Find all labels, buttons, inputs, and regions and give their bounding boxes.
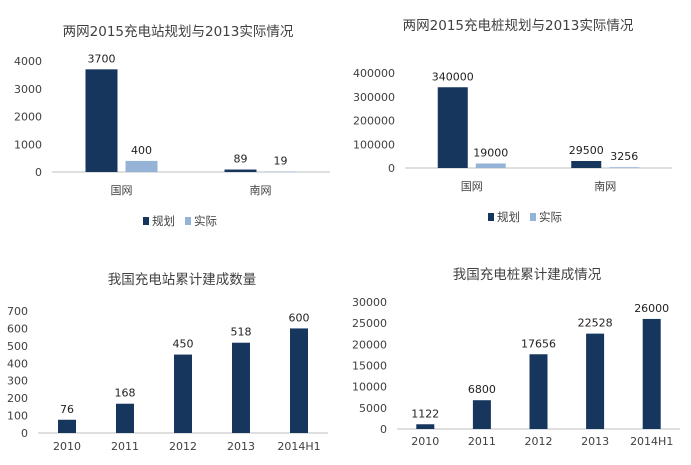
data-label: 6800 — [468, 383, 496, 396]
data-label: 22528 — [578, 317, 613, 330]
data-label: 168 — [115, 387, 136, 400]
data-label: 76 — [60, 403, 74, 416]
chart-pile-plan: 两网2015充电桩规划与2013实际情况 0 100000 200000 300000… — [353, 18, 672, 224]
data-label: 89 — [234, 153, 248, 166]
x-tick-label: 国网 — [111, 184, 133, 197]
x-tick-label: 南网 — [250, 184, 272, 197]
data-label: 17656 — [521, 337, 556, 350]
x-tick-label: 2012 — [525, 435, 553, 448]
data-label: 1122 — [411, 407, 439, 420]
y-tick-label: 100 — [7, 410, 28, 423]
chart-title: 我国充电站累计建成数量 — [108, 272, 257, 288]
y-tick-label: 3000 — [14, 83, 42, 96]
bar — [85, 69, 118, 172]
bar — [174, 354, 192, 433]
data-label: 518 — [231, 326, 252, 339]
data-label: 3700 — [88, 52, 116, 65]
bar — [290, 328, 308, 433]
bar — [642, 318, 661, 429]
chart-title: 我国充电桩累计建成情况 — [453, 267, 602, 283]
legend-label: 实际 — [194, 214, 217, 228]
y-tick-label: 700 — [7, 305, 28, 318]
y-tick-label: 0 — [380, 423, 387, 436]
x-tick-label: 2013 — [227, 440, 255, 453]
y-tick-label: 5000 — [359, 402, 387, 415]
data-label: 400 — [131, 144, 152, 157]
legend-label: 规划 — [497, 210, 520, 224]
bar — [232, 342, 250, 433]
bar — [116, 403, 134, 433]
y-tick-label: 300 — [7, 375, 28, 388]
y-tick-label: 25000 — [352, 317, 387, 330]
y-tick-label: 400000 — [353, 67, 395, 80]
data-label: 600 — [289, 311, 310, 324]
y-tick-label: 200 — [7, 392, 28, 405]
legend-swatch — [185, 217, 191, 225]
x-tick-label: 2011 — [468, 435, 496, 448]
data-label: 19 — [274, 154, 288, 167]
legend-swatch — [530, 213, 536, 221]
y-tick-label: 30000 — [352, 296, 387, 309]
x-tick-label: 南网 — [594, 180, 616, 193]
data-label: 3256 — [610, 150, 638, 163]
bar — [472, 400, 491, 429]
y-tick-label: 4000 — [14, 55, 42, 68]
y-tick-label: 0 — [388, 162, 395, 175]
bar — [264, 171, 297, 172]
x-tick-label: 2014H1 — [277, 440, 320, 453]
chart-station-cumulative: 我国充电站累计建成数量 0 100 200 300 400 500 600 700 2010 20… — [7, 272, 328, 453]
data-label: 19000 — [473, 146, 508, 159]
x-tick-label: 2014H1 — [630, 435, 673, 448]
y-tick-label: 200000 — [353, 115, 395, 128]
data-label: 340000 — [432, 70, 474, 83]
bar — [586, 333, 605, 429]
y-tick-label: 15000 — [352, 360, 387, 373]
data-label: 29500 — [569, 144, 604, 157]
y-tick-label: 1000 — [14, 138, 42, 151]
y-tick-label: 0 — [21, 427, 28, 440]
chart-title: 两网2015充电站规划与2013实际情况 — [63, 24, 294, 40]
y-tick-label: 400 — [7, 357, 28, 370]
y-tick-label: 300000 — [353, 91, 395, 104]
y-tick-label: 100000 — [353, 138, 395, 151]
x-tick-label: 2011 — [111, 440, 139, 453]
legend-label: 实际 — [539, 210, 562, 224]
data-label: 26000 — [634, 302, 669, 315]
y-tick-label: 10000 — [352, 381, 387, 394]
bar — [609, 167, 640, 168]
data-label: 450 — [173, 338, 194, 351]
chart-title: 两网2015充电桩规划与2013实际情况 — [403, 18, 634, 34]
x-tick-label: 2013 — [581, 435, 609, 448]
y-tick-label: 20000 — [352, 338, 387, 351]
x-tick-label: 2010 — [411, 435, 439, 448]
x-tick-label: 国网 — [461, 180, 483, 193]
bar — [58, 419, 76, 433]
bar — [571, 160, 602, 168]
y-tick-label: 0 — [35, 166, 42, 179]
y-tick-label: 500 — [7, 340, 28, 353]
bar — [529, 354, 548, 429]
legend-swatch — [143, 217, 149, 225]
x-tick-label: 2012 — [169, 440, 197, 453]
bar — [475, 163, 506, 168]
x-tick-label: 2010 — [53, 440, 81, 453]
chart-pile-cumulative: 我国充电桩累计建成情况 0 5000 10000 15000 20000 25000 300… — [352, 267, 680, 448]
bar — [224, 169, 257, 172]
bar — [437, 87, 468, 168]
bar — [416, 424, 435, 429]
y-tick-label: 600 — [7, 322, 28, 335]
chart-station-plan: 两网2015充电站规划与2013实际情况 0 1000 2000 3000 4000 国网… — [14, 24, 330, 228]
legend-swatch — [488, 213, 494, 221]
legend-label: 规划 — [152, 214, 175, 228]
bar — [125, 160, 158, 172]
y-tick-label: 2000 — [14, 111, 42, 124]
